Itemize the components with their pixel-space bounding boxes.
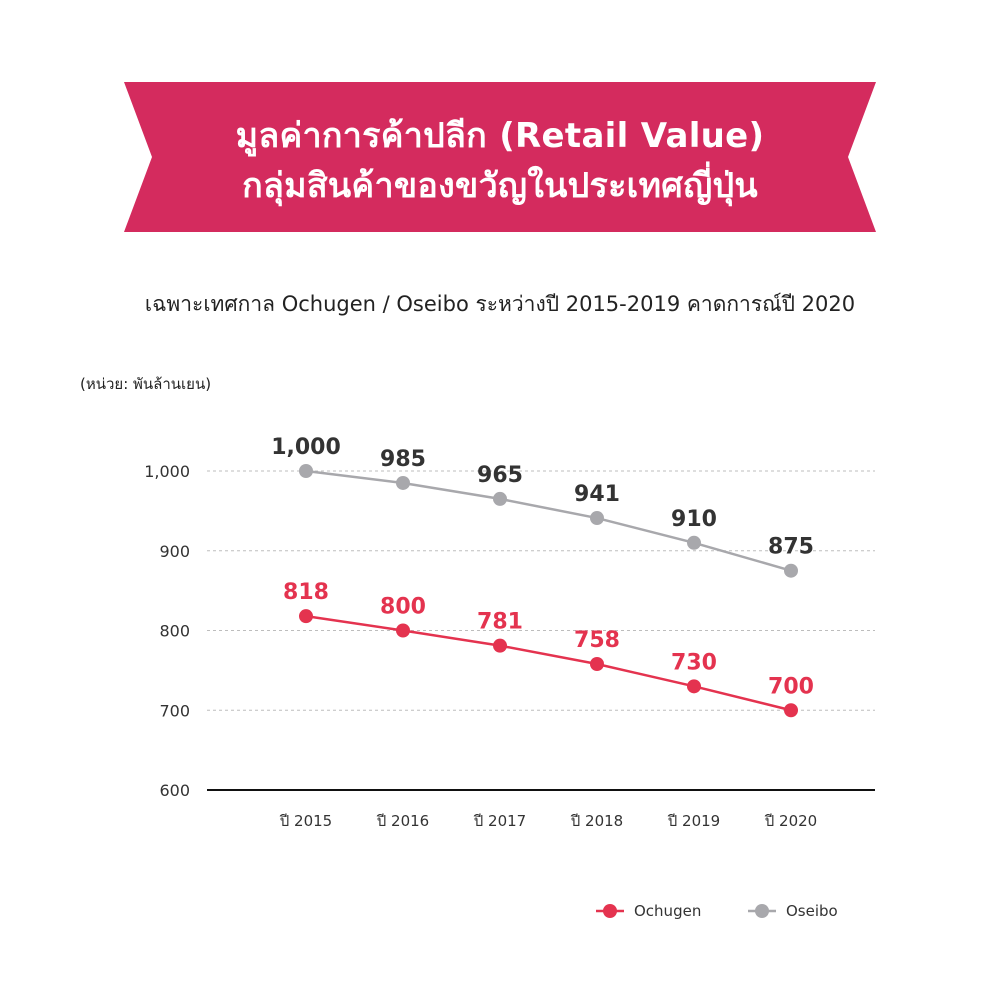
oseibo-data-label: 941 [574, 482, 620, 507]
y-tick-label: 900 [159, 542, 190, 561]
oseibo-data-point [493, 491, 507, 506]
oseibo-data-label: 965 [477, 463, 523, 488]
ochugen-data-label: 818 [283, 580, 329, 605]
oseibo-data-label: 985 [380, 447, 426, 472]
ochugen-data-label: 700 [768, 674, 814, 699]
chart-title-line-1: มูลค่าการค้าปลีก (Retail Value) [235, 116, 765, 156]
oseibo-data-point [590, 511, 604, 526]
oseibo-series-line [305, 469, 792, 572]
ochugen-data-point [687, 679, 701, 694]
ochugen-data-label: 781 [477, 610, 523, 635]
y-tick-label: 600 [159, 781, 190, 800]
title-banner [124, 82, 876, 232]
ochugen-data-point [299, 609, 313, 624]
y-tick-label: 700 [159, 701, 190, 720]
oseibo-data-point [299, 464, 313, 478]
oseibo-data-label: 910 [671, 507, 717, 532]
ochugen-series-line [305, 614, 792, 712]
chart-title-line-2: กลุ่มสินค้าของขวัญในประเทศญี่ปุ่น [242, 166, 758, 206]
chart-subtitle: เฉพาะเทศกาล Ochugen / Oseibo ระหว่างปี 2… [144, 292, 856, 316]
ochugen-data-label: 800 [380, 595, 426, 620]
oseibo-data-point [396, 475, 410, 490]
x-tick-label: ปี 2015 [279, 812, 332, 830]
ochugen-legend-label: Ochugen [634, 902, 701, 920]
oseibo-data-label: 875 [768, 535, 814, 560]
x-tick-label: ปี 2018 [570, 812, 623, 830]
ochugen-data-label: 730 [671, 650, 717, 675]
ochugen-data-point [396, 623, 410, 638]
oseibo-data-point [687, 535, 701, 550]
oseibo-data-point [784, 563, 798, 578]
ochugen-data-point [493, 638, 507, 653]
unit-label: (หน่วย: พันล้านเยน) [80, 375, 212, 393]
x-tick-label: ปี 2020 [764, 812, 817, 830]
ochugen-data-label: 758 [574, 628, 620, 653]
ochugen-legend-marker [603, 904, 617, 918]
title-ribbon [124, 82, 876, 232]
oseibo-legend-marker [755, 904, 769, 918]
ochugen-data-point [590, 656, 604, 671]
ochugen-data-point [784, 703, 798, 718]
x-tick-label: ปี 2017 [473, 812, 526, 830]
y-tick-label: 800 [159, 622, 190, 641]
y-tick-label: 1,000 [144, 462, 190, 481]
x-tick-label: ปี 2016 [376, 812, 429, 830]
x-tick-label: ปี 2019 [667, 812, 720, 830]
oseibo-data-label: 1,000 [271, 435, 341, 460]
oseibo-legend-label: Oseibo [786, 902, 838, 920]
